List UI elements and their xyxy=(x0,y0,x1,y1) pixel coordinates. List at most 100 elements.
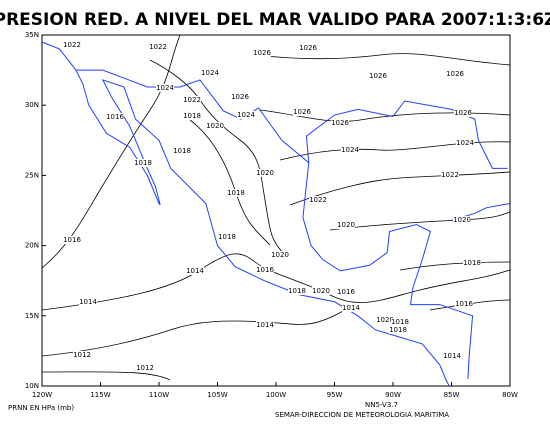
isobar xyxy=(41,371,171,381)
isobar-label: 1020 xyxy=(206,122,224,130)
label-bg xyxy=(256,266,274,274)
lon-label: 95W xyxy=(327,391,343,399)
label-bg xyxy=(136,364,154,372)
label-bg xyxy=(201,69,219,77)
lat-label: 35N xyxy=(25,31,39,39)
isobar-label: 1026 xyxy=(293,108,311,116)
coastline xyxy=(41,41,511,387)
isobar xyxy=(329,211,511,231)
coastline xyxy=(302,100,508,380)
label-bg xyxy=(156,84,174,92)
isobar-label: 1022 xyxy=(63,41,81,49)
coastline xyxy=(75,69,450,387)
isobar-label: 1022 xyxy=(149,43,167,51)
isobar-label: 1020 xyxy=(453,216,471,224)
label-bg xyxy=(443,352,461,360)
lat-label: 20N xyxy=(25,242,39,250)
isobar-label: 1016 xyxy=(106,113,124,121)
isobar-label: 1014 xyxy=(186,267,204,275)
isobar-label: 1014 xyxy=(256,321,274,329)
label-bg xyxy=(253,49,271,57)
label-bg xyxy=(389,326,407,334)
label-bg xyxy=(331,119,349,127)
label-bg xyxy=(341,146,359,154)
lon-label: 120W xyxy=(32,391,52,399)
label-bg xyxy=(186,267,204,275)
isobar-label: 1018 xyxy=(173,147,191,155)
label-bg xyxy=(256,321,274,329)
label-bg xyxy=(183,112,201,120)
isobar-label: 1020 xyxy=(337,221,355,229)
isobar-label: 1018 xyxy=(134,159,152,167)
label-bg xyxy=(63,236,81,244)
isobar-label: 1024 xyxy=(156,84,174,92)
isobar-label: 1014 xyxy=(443,352,461,360)
isobar-label: 1018 xyxy=(218,233,236,241)
isobar-label: 1016 xyxy=(256,266,274,274)
label-bg xyxy=(79,298,97,306)
label-bg xyxy=(218,233,236,241)
isobar xyxy=(41,34,181,269)
isobar-label: 1016 xyxy=(63,236,81,244)
isobar-label: 1026 xyxy=(331,119,349,127)
label-bg xyxy=(63,41,81,49)
isobar-label: 1022 xyxy=(183,96,201,104)
map-title: PRESION RED. A NIVEL DEL MAR VALIDO PARA… xyxy=(0,10,550,30)
isobar-label: 1026 xyxy=(253,49,271,57)
label-bg xyxy=(391,318,409,326)
isobar-label: 1012 xyxy=(73,351,91,359)
isobar-label: 1018 xyxy=(391,318,409,326)
isobar xyxy=(279,141,511,161)
lat-label: 15N xyxy=(25,312,39,320)
isobar-label: 1026 xyxy=(454,109,472,117)
isobar xyxy=(149,59,286,256)
label-bg xyxy=(134,159,152,167)
isobar-label: 1022 xyxy=(309,196,327,204)
isobar-label: 1020 xyxy=(312,287,330,295)
version-label: NN5-V3.7 xyxy=(365,401,398,409)
isobar-label: 1024 xyxy=(201,69,219,77)
isobar-label: 1014 xyxy=(79,298,97,306)
isobar-label: 1026 xyxy=(231,93,249,101)
isobar-label: 1026 xyxy=(299,44,317,52)
isobar-label: 1020 xyxy=(271,251,289,259)
lon-label: 115W xyxy=(90,391,110,399)
isobar-label: 1012 xyxy=(136,364,154,372)
lon-label: 80W xyxy=(502,391,518,399)
isobar-label: 1020 xyxy=(376,316,394,324)
isobar-label: 1018 xyxy=(463,259,481,267)
label-bg xyxy=(149,43,167,51)
label-bg xyxy=(309,196,327,204)
coastline xyxy=(75,69,310,164)
label-bg xyxy=(227,189,245,197)
isobar-label: 1016 xyxy=(337,288,355,296)
isobar-label: 1024 xyxy=(237,111,255,119)
label-bg xyxy=(342,304,360,312)
label-bg xyxy=(288,287,306,295)
label-bg xyxy=(206,122,224,130)
label-bg xyxy=(441,171,459,179)
label-bg xyxy=(337,221,355,229)
label-bg xyxy=(312,287,330,295)
label-bg xyxy=(256,169,274,177)
isobar xyxy=(429,299,511,311)
isobar xyxy=(399,261,511,271)
lat-label: 10N xyxy=(25,382,39,390)
isobar xyxy=(289,171,511,206)
label-bg xyxy=(73,351,91,359)
isobar xyxy=(41,309,346,357)
label-bg xyxy=(237,111,255,119)
label-bg xyxy=(446,70,464,78)
isobar-label: 1018 xyxy=(389,326,407,334)
isobar-label: 1026 xyxy=(446,70,464,78)
credit-label: SEMAR-DIRECCION DE METEOROLOGIA MARITIMA xyxy=(275,411,449,419)
lat-label: 25N xyxy=(25,171,39,179)
isobar xyxy=(189,119,271,246)
label-bg xyxy=(106,113,124,121)
map-frame xyxy=(41,34,511,387)
lon-label: 100W xyxy=(266,391,286,399)
isobar-label: 1024 xyxy=(456,139,474,147)
isobar-labels: 1022 1022 1026 1026 1024 1026 1026 1024 1022 1026… xyxy=(63,41,481,372)
label-bg xyxy=(376,316,394,324)
